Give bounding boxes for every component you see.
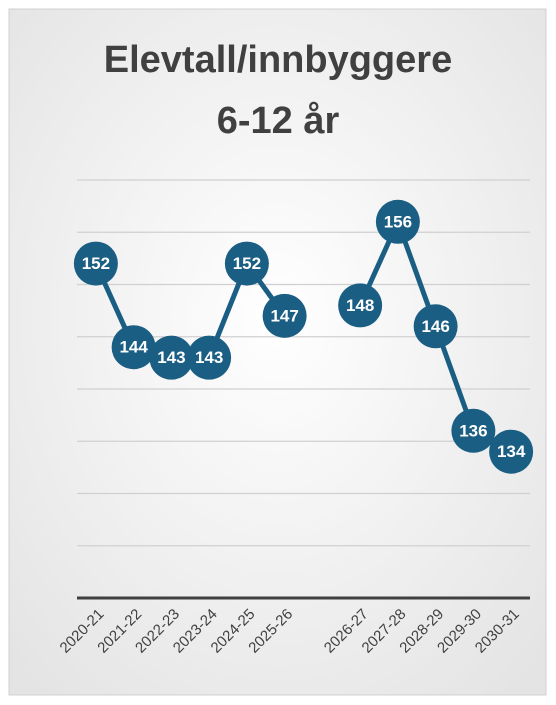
marker — [413, 304, 458, 349]
data-label: 152 — [82, 254, 110, 273]
data-label: 146 — [421, 317, 449, 336]
card — [8, 8, 547, 696]
data-label: 144 — [119, 338, 148, 357]
marker — [224, 241, 269, 286]
data-label: 156 — [384, 212, 412, 231]
data-label: 136 — [459, 421, 487, 440]
data-label: 134 — [497, 442, 526, 461]
marker — [149, 335, 194, 380]
data-label: 143 — [157, 348, 185, 367]
marker — [187, 335, 232, 380]
chart-title: Elevtall/innbyggere — [104, 39, 452, 81]
marker — [338, 283, 383, 328]
marker — [489, 429, 534, 474]
data-label: 143 — [195, 348, 223, 367]
data-label: 148 — [346, 296, 374, 315]
data-label: 147 — [270, 306, 298, 325]
marker — [73, 241, 118, 286]
data-label: 152 — [233, 254, 261, 273]
marker — [262, 293, 307, 338]
marker — [451, 408, 496, 453]
chart-title: 6-12 år — [217, 100, 340, 142]
marker — [375, 199, 420, 244]
marker — [111, 325, 156, 370]
